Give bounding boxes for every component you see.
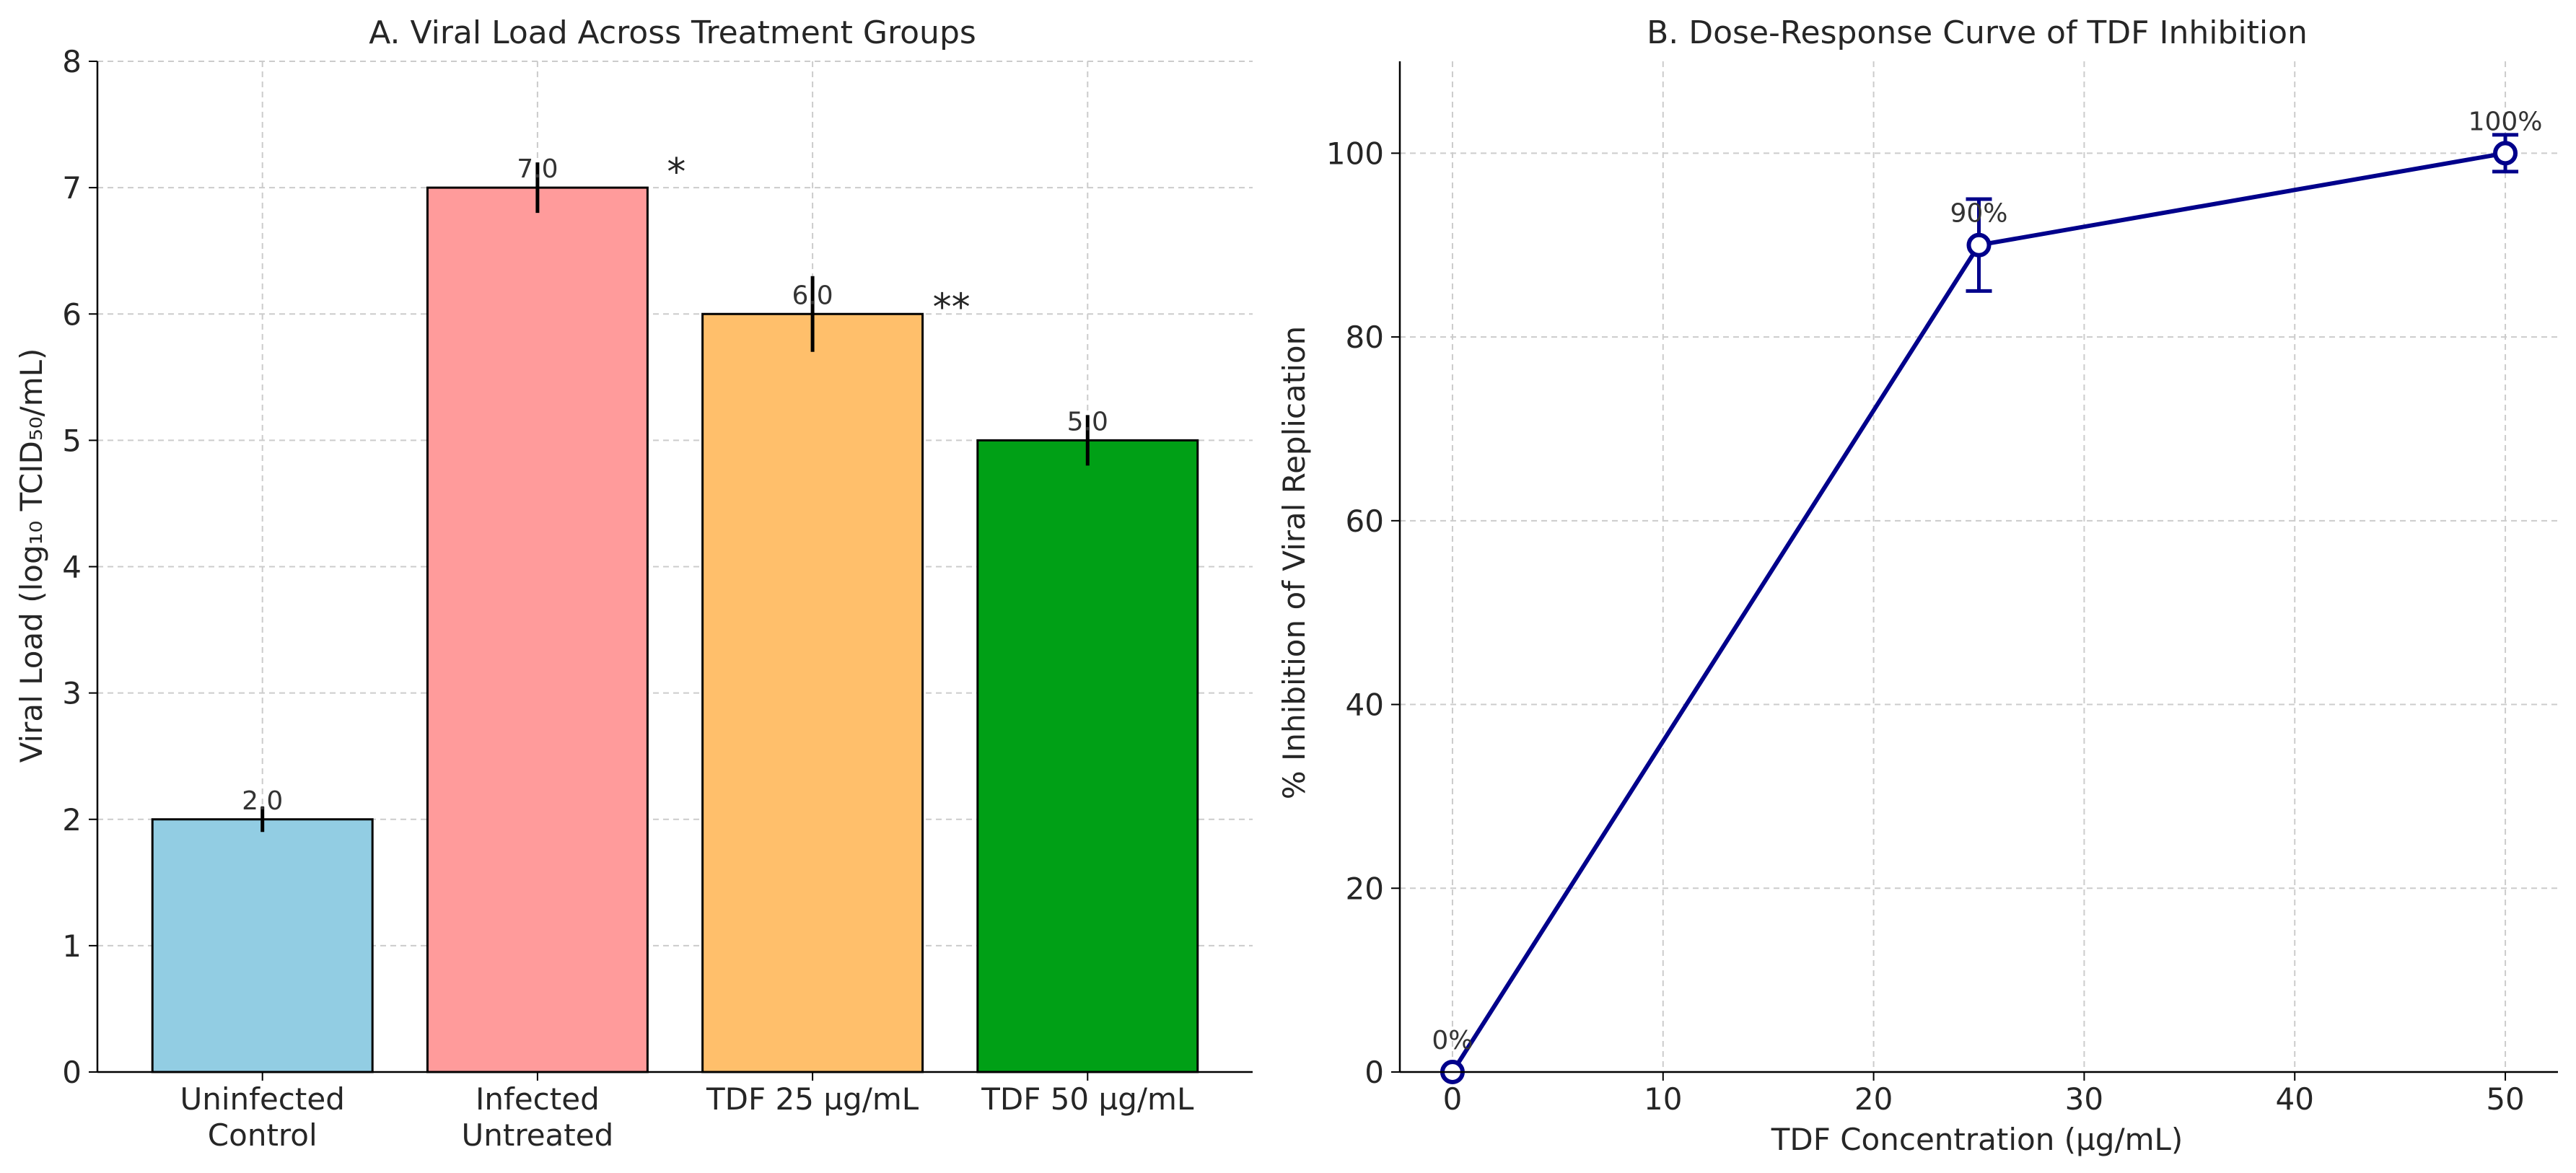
chart-a-value-label: 2.0 [242,786,283,816]
chart-b-ytick-label: 80 [1346,320,1384,355]
chart-b-point [1966,232,1992,258]
chart-a-value-label: 6.0 [792,281,833,310]
chart-a-xtick-label: TDF 50 µg/mL [981,1081,1194,1117]
chart-b-xtick-label: 30 [2065,1081,2103,1117]
chart-a-xtick-line: Control [208,1117,317,1153]
chart-b-xtick-label: 10 [1644,1081,1682,1117]
chart-b-gridlines [1400,61,2558,1073]
chart-a-title: A. Viral Load Across Treatment Groups [369,14,976,51]
chart-a-yticks: 0 1 2 3 4 5 6 7 8 [62,44,97,1090]
chart-a-xticks: Uninfected Control Infected Untreated TDF 25… [180,1072,1194,1153]
chart-b-point-label: 90% [1950,199,2007,229]
chart-b-xtick-label: 40 [2276,1081,2314,1117]
chart-a-xtick-line: TDF 25 µg/mL [706,1081,919,1117]
chart-b-series: 0% 90% 100% [1432,107,2543,1084]
chart-b-ytick-label: 20 [1346,871,1384,906]
chart-a-ylabel: Viral Load (log₁₀ TCID₅₀/mL) [14,348,49,763]
chart-a-ytick-label: 2 [62,802,82,838]
chart-a-ytick-label: 5 [62,423,82,458]
chart-a-xtick-label: Uninfected Control [180,1081,345,1153]
chart-b-xtick-label: 50 [2486,1081,2524,1117]
chart-b-xtick-label: 20 [1854,1081,1893,1117]
chart-a-bar [151,818,374,1073]
chart-a-xtick-line: Uninfected [180,1081,345,1117]
chart-b-xtick-label: 0 [1443,1081,1463,1117]
chart-b-ylabel: % Inhibition of Viral Replication [1276,326,1312,799]
chart-a-significance-marker: ** [933,286,971,329]
chart-b-ytick-label: 0 [1364,1055,1384,1090]
chart-a-xtick-line: Untreated [462,1117,614,1153]
chart-b-point [2493,141,2518,166]
chart-a-bar [426,186,649,1073]
chart-b-point-label: 100% [2468,107,2543,136]
chart-a-significance-marker: * [667,151,685,194]
chart-b-ytick-label: 100 [1326,136,1384,171]
chart-a-value-label: 5.0 [1067,407,1108,436]
chart-b-yticks: 0 20 40 60 80 100 [1326,136,1400,1090]
chart-b: B. Dose-Response Curve of TDF Inhibition… [1276,14,2558,1157]
chart-a-xtick-line: TDF 50 µg/mL [981,1081,1194,1117]
chart-a-ytick-label: 3 [62,676,82,711]
chart-a-ytick-label: 6 [62,296,82,332]
chart-a-bars: 2.0 7.0 * 6.0 ** 5.0 [151,151,1199,1073]
chart-a-xtick-label: Infected Untreated [462,1081,614,1153]
chart-b-point-label: 0% [1432,1026,1473,1055]
chart-a-ytick-label: 1 [62,928,82,964]
chart-b-ytick-label: 40 [1346,687,1384,723]
chart-a-ytick-label: 4 [62,550,82,585]
chart-a-xtick-line: Infected [476,1081,600,1117]
chart-b-xlabel: TDF Concentration (µg/mL) [1771,1122,2183,1157]
chart-b-ytick-label: 60 [1346,504,1384,539]
chart-a-ytick-label: 8 [62,44,82,79]
chart-a-bar [701,312,924,1073]
chart-a: A. Viral Load Across Treatment Groups Vi… [14,14,1253,1153]
chart-b-title: B. Dose-Response Curve of TDF Inhibition [1647,14,2308,51]
chart-a-ytick-label: 0 [62,1055,82,1090]
chart-a-value-label: 7.0 [517,154,558,184]
chart-a-bar [976,439,1199,1073]
chart-b-xticks: 0 10 20 30 40 50 [1443,1072,2525,1117]
chart-a-ytick-label: 7 [62,170,82,206]
chart-a-xtick-label: TDF 25 µg/mL [706,1081,919,1117]
